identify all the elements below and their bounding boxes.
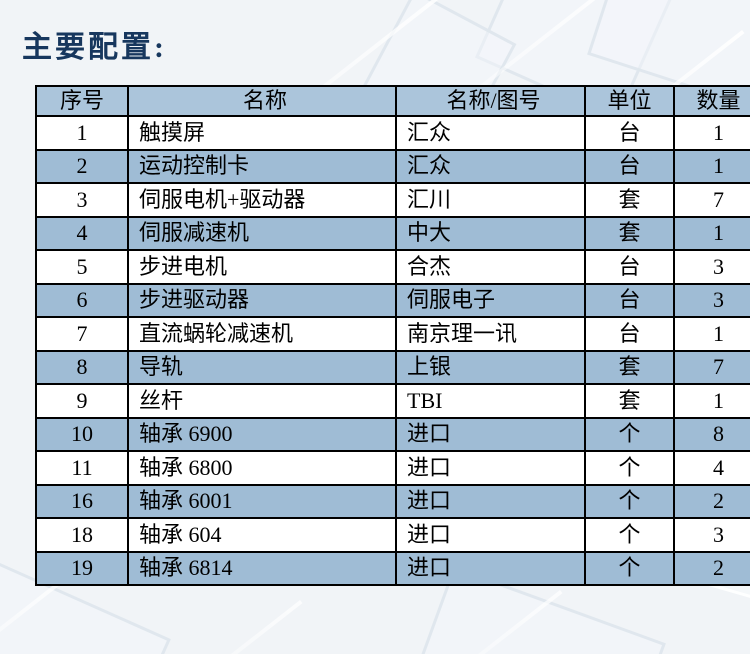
cell-name: 伺服减速机 [127,215,397,251]
table-row: 8 导轨 上银套 7 [35,349,750,385]
header-cell-index: 序号 [35,85,129,117]
cell-unit: 套 [584,349,675,385]
cell-index: 19 [35,550,129,586]
cell-unit: 个 [584,550,675,586]
cell-qty: 7 [673,182,750,218]
cell-qty: 2 [673,483,750,519]
header-cell-name: 名称 [127,85,397,117]
table-row: 19 轴承 6814 进口个 2 [35,550,750,586]
cell-spec: 进口 [395,517,586,553]
cell-spec: 中大 [395,215,586,251]
cell-index: 3 [35,182,129,218]
cell-name: 轴承 6900 [127,416,397,452]
cell-spec: 进口 [395,450,586,486]
cell-spec: 汇众 [395,115,586,151]
cell-name: 直流蜗轮减速机 [127,316,397,352]
table-row: 10 轴承 6900 进口个 8 [35,416,750,452]
cell-qty: 1 [673,383,750,419]
cell-spec: 进口 [395,483,586,519]
cell-index: 8 [35,349,129,385]
table-row: 18 轴承 604 进口个 3 [35,517,750,553]
cell-spec: 进口 [395,550,586,586]
cell-unit: 套 [584,215,675,251]
cell-index: 9 [35,383,129,419]
cell-qty: 3 [673,249,750,285]
cell-spec: 汇川 [395,182,586,218]
cell-index: 7 [35,316,129,352]
table-row: 11 轴承 6800 进口个 4 [35,450,750,486]
cell-name: 步进电机 [127,249,397,285]
cell-index: 16 [35,483,129,519]
config-table: 序号 名称 名称/图号 单位 数量 1 触摸屏 汇众台 1 2 运动控制卡 汇众台 1 3 伺服电… [35,85,750,586]
cell-index: 5 [35,249,129,285]
table-header-row: 序号 名称 名称/图号 单位 数量 [35,85,750,117]
table-row: 3 伺服电机+驱动器 汇川套 7 [35,182,750,218]
cell-index: 1 [35,115,129,151]
cell-name: 步进驱动器 [127,282,397,318]
cell-unit: 个 [584,517,675,553]
cell-index: 10 [35,416,129,452]
cell-spec: 合杰 [395,249,586,285]
diagonal-streak [441,590,563,654]
cell-index: 4 [35,215,129,251]
table-row: 5 步进电机 合杰台 3 [35,249,750,285]
table-row: 2 运动控制卡 汇众台 1 [35,148,750,184]
cell-qty: 7 [673,349,750,385]
cell-spec: TBI [395,383,586,419]
cell-spec: 汇众 [395,148,586,184]
diagonal-streak [189,600,303,654]
cell-spec: 上银 [395,349,586,385]
cell-name: 导轨 [127,349,397,385]
cell-qty: 3 [673,517,750,553]
cell-index: 11 [35,450,129,486]
cell-unit: 个 [584,416,675,452]
cell-qty: 1 [673,215,750,251]
cell-unit: 台 [584,148,675,184]
cell-spec: 南京理一讯 [395,316,586,352]
table-row: 1 触摸屏 汇众台 1 [35,115,750,151]
header-cell-unit: 单位 [584,85,675,117]
cell-qty: 2 [673,550,750,586]
cell-qty: 1 [673,115,750,151]
cell-unit: 台 [584,249,675,285]
cell-unit: 个 [584,450,675,486]
cell-name: 触摸屏 [127,115,397,151]
cell-name: 轴承 6814 [127,550,397,586]
table-row: 4 伺服减速机 中大套 1 [35,215,750,251]
cell-qty: 8 [673,416,750,452]
header-cell-spec: 名称/图号 [395,85,586,117]
table-row: 6 步进驱动器 伺服电子台 3 [35,282,750,318]
cell-qty: 3 [673,282,750,318]
cell-spec: 进口 [395,416,586,452]
cell-qty: 1 [673,316,750,352]
cell-spec: 伺服电子 [395,282,586,318]
cell-unit: 台 [584,115,675,151]
cell-index: 2 [35,148,129,184]
cell-unit: 套 [584,182,675,218]
cell-qty: 4 [673,450,750,486]
cell-name: 轴承 604 [127,517,397,553]
header-cell-qty: 数量 [673,85,750,117]
table-row: 7 直流蜗轮减速机 南京理一讯台 1 [35,316,750,352]
cell-name: 轴承 6800 [127,450,397,486]
cell-index: 18 [35,517,129,553]
config-table-body: 1 触摸屏 汇众台 1 2 运动控制卡 汇众台 1 3 伺服电机+驱动器 汇川套 7 4 伺服减速机 中大套… [35,115,750,586]
cell-name: 运动控制卡 [127,148,397,184]
cell-unit: 台 [584,316,675,352]
cell-index: 6 [35,282,129,318]
cell-unit: 套 [584,383,675,419]
diagonal-streak [0,580,63,654]
cell-name: 丝杆 [127,383,397,419]
cell-unit: 台 [584,282,675,318]
table-row: 9 丝杆 TBI 套 1 [35,383,750,419]
cell-name: 伺服电机+驱动器 [127,182,397,218]
table-row: 16 轴承 6001 进口个 2 [35,483,750,519]
page-title: 主要配置: [22,31,167,64]
cell-name: 轴承 6001 [127,483,397,519]
cell-unit: 个 [584,483,675,519]
cell-qty: 1 [673,148,750,184]
